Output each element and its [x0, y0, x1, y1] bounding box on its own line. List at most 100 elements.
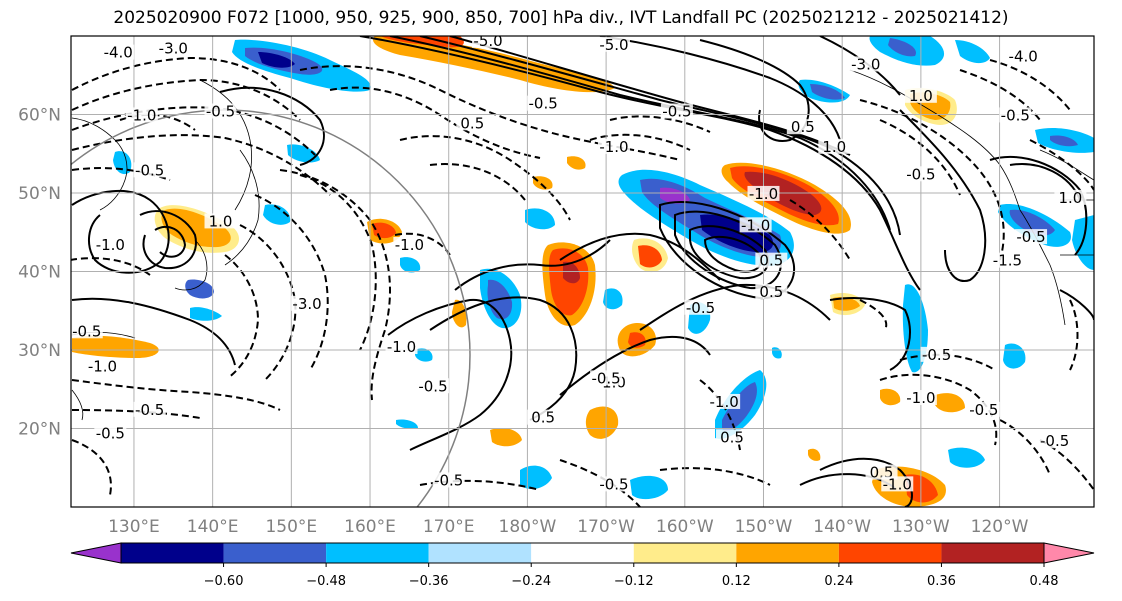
contour-label: -0.5	[135, 401, 164, 419]
colorbar-segment	[121, 543, 224, 563]
contour-label-background	[999, 107, 1032, 123]
colorbar-segment	[531, 543, 634, 563]
contour-label-background	[1007, 48, 1040, 64]
latitude-label: 50°N	[18, 184, 61, 204]
longitude-label: 130°W	[892, 517, 950, 537]
longitude-label: 130°E	[108, 517, 160, 537]
contour-label: -0.5	[1001, 106, 1030, 124]
contour-label: -0.5	[599, 475, 628, 493]
contour-label-background	[755, 284, 788, 300]
colorbar-tick-labels: −0.60 −0.48 −0.36 −0.24 −0.12 0.12 0.24 0.36 0.4…	[204, 563, 1058, 589]
contour-label: -1.0	[749, 185, 778, 203]
colorbar	[70, 542, 1095, 564]
contour-label-background	[416, 378, 449, 394]
contour-label: -5.0	[473, 32, 502, 50]
colorbar-tick-label: −0.12	[614, 574, 654, 589]
contour-label-background	[432, 472, 465, 488]
longitude-labels: 130°E 140°E 150°E 160°E 170°E 180°W 170°W 160°W…	[108, 517, 1029, 537]
longitude-label: 160°W	[656, 517, 714, 537]
contour-label: 1.0	[909, 87, 933, 105]
contour-label: -4.0	[104, 44, 133, 62]
contour-label: 1.0	[822, 138, 846, 156]
longitude-label: 120°W	[971, 517, 1029, 537]
colorbar-segment	[838, 543, 942, 563]
contour-label-background	[865, 464, 898, 480]
colorbar-tick-label: 0.36	[927, 574, 956, 589]
colorbar-tick-label: 0.24	[824, 574, 853, 589]
contour-label: 0.5	[460, 114, 484, 132]
contour-label: -1.0	[710, 393, 739, 411]
longitude-label: 180°W	[499, 517, 557, 537]
contour-label-background	[597, 138, 630, 154]
contour-label: -0.5	[1040, 432, 1069, 450]
contour-label-background	[786, 119, 819, 135]
colorbar-extend-low	[70, 542, 122, 564]
longitude-label: 140°W	[813, 517, 871, 537]
contour-label-background	[157, 40, 190, 56]
latitude-label: 40°N	[18, 263, 61, 283]
contour-label: -0.5	[906, 165, 935, 183]
map-frame	[70, 35, 1095, 508]
contour-label-background	[920, 346, 953, 362]
contour-label: 1.0	[1058, 189, 1082, 207]
longitude-label: 140°E	[187, 517, 239, 537]
contour-label: -0.5	[686, 299, 715, 317]
contour-label-background	[204, 213, 237, 229]
longitude-label: 150°W	[735, 517, 793, 537]
contour-label: -1.0	[387, 338, 416, 356]
colorbar-segment	[326, 543, 429, 563]
contour-label-background	[1054, 189, 1087, 205]
contour-label: -3.0	[851, 55, 880, 73]
contour-label: -3.0	[292, 295, 321, 313]
contour-label: -4.0	[1009, 48, 1038, 66]
contour-label-background	[393, 236, 426, 252]
contour-label-background	[94, 236, 127, 252]
contour-label-background	[904, 87, 937, 103]
contour-label-background	[590, 370, 623, 386]
contour-label-background	[747, 185, 780, 201]
contour-label-background	[133, 401, 166, 417]
contour-label-background	[1038, 433, 1071, 449]
contour-label-background	[904, 166, 937, 182]
contour-label-background	[204, 103, 237, 119]
colorbar-extend-high	[1043, 542, 1095, 564]
contour-label-background	[86, 358, 119, 374]
colorbar-tick-label: −0.48	[306, 574, 346, 589]
contour-label-background	[472, 36, 505, 48]
contour-label: -0.5	[72, 322, 101, 340]
map-content: -4.0 -3.0 -1.0 -0.5 -0.5 -1.0 -3.0 -1.0 -0.5 -1.0…	[71, 32, 1094, 507]
contour-label: -1.0	[395, 236, 424, 254]
contour-label-background	[94, 425, 127, 441]
contour-label-background	[527, 409, 560, 425]
contour-label: -0.5	[529, 95, 558, 113]
contour-label: 0.5	[759, 252, 783, 270]
contour-label-background	[967, 401, 1000, 417]
contour-label-background	[991, 252, 1024, 268]
colorbar-segment	[736, 543, 839, 563]
contour-label: -1.5	[993, 252, 1022, 270]
longitude-label: 160°E	[344, 517, 396, 537]
contour-label: -1.0	[741, 216, 770, 234]
colorbar-frame	[120, 542, 1045, 564]
contour-label-background	[881, 476, 914, 492]
contour-label-background	[708, 393, 741, 409]
contour-label-background	[849, 56, 882, 72]
contour-label: -1.0	[88, 358, 117, 376]
contour-label: -1.0	[883, 475, 912, 493]
colorbar-tick-label: −0.24	[511, 574, 551, 589]
contour-label-background	[456, 115, 489, 131]
colorbar-tick-label: −0.60	[204, 574, 244, 589]
longitude-label: 150°E	[265, 517, 317, 537]
contour-label-background	[684, 299, 717, 315]
contour-label: -0.5	[96, 424, 125, 442]
contour-label: -3.0	[159, 40, 188, 58]
latitude-labels: 60°N 50°N 40°N 30°N 20°N	[18, 106, 61, 440]
colorbar-segment	[223, 543, 327, 563]
contour-label-background	[597, 36, 630, 52]
gridlines	[71, 36, 1094, 507]
contour-label: -0.5	[1016, 228, 1045, 246]
latitude-label: 60°N	[18, 106, 61, 126]
contour-label-background	[133, 162, 166, 178]
longitude-label: 170°E	[423, 517, 475, 537]
